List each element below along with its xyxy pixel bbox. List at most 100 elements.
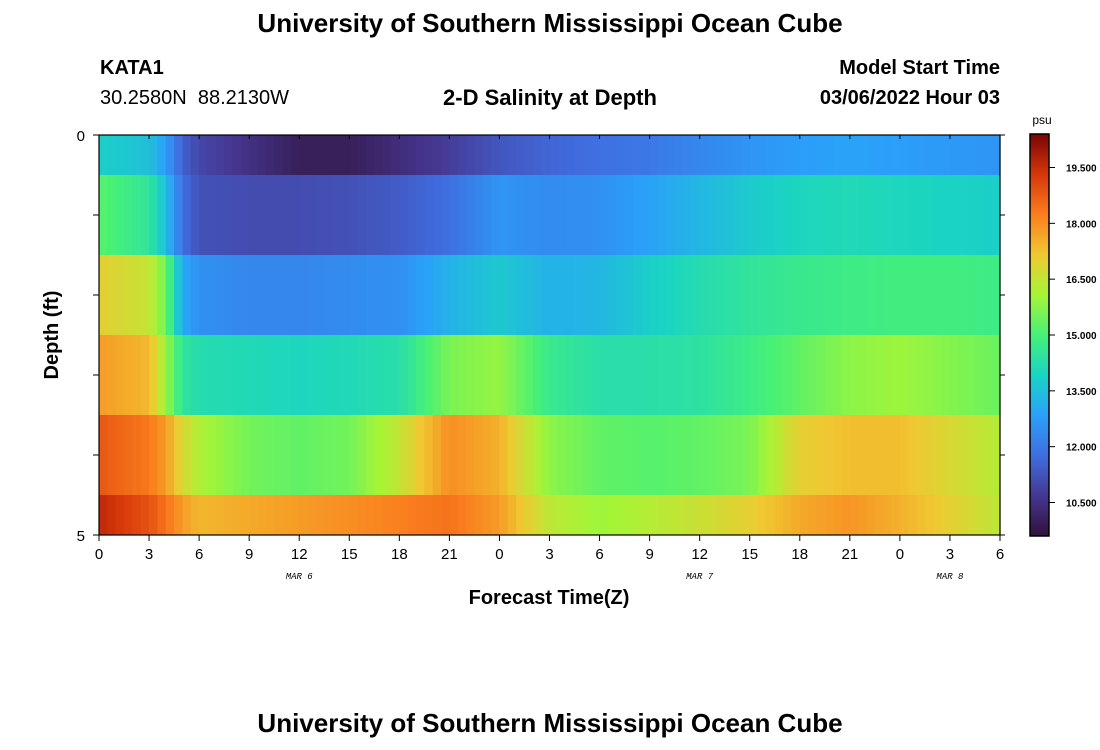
heatmap-cell (616, 175, 626, 256)
heatmap-cell (199, 495, 209, 536)
heatmap-cell (182, 255, 192, 336)
heatmap-cell (966, 135, 976, 176)
heatmap-cell (449, 335, 459, 416)
heatmap-cell (641, 175, 651, 256)
heatmap-cell (474, 495, 484, 536)
heatmap-cell (616, 255, 626, 336)
heatmap-cell (949, 335, 959, 416)
heatmap-cell (824, 135, 834, 176)
heatmap-cell (240, 255, 250, 336)
heatmap-cell (349, 175, 359, 256)
heatmap-cell (315, 135, 325, 176)
heatmap-cell (132, 255, 142, 336)
heatmap-cell (991, 415, 1001, 496)
heatmap-cell (474, 255, 484, 336)
heatmap-cell (741, 255, 751, 336)
heatmap-cell (457, 415, 467, 496)
heatmap-cell (182, 335, 192, 416)
heatmap-cell (274, 495, 284, 536)
heatmap-cell (140, 335, 150, 416)
heatmap-cell (566, 255, 576, 336)
x-tick-label: 9 (645, 546, 653, 563)
heatmap-cell (808, 135, 818, 176)
heatmap-cell (632, 255, 642, 336)
heatmap-cell (382, 175, 392, 256)
heatmap-cell (382, 135, 392, 176)
heatmap-cell (816, 255, 826, 336)
heatmap-cell (983, 415, 993, 496)
heatmap-cell (891, 135, 901, 176)
heatmap-cell (290, 175, 300, 256)
heatmap-cell (949, 135, 959, 176)
heatmap-cell (157, 415, 167, 496)
heatmap-cell (274, 135, 284, 176)
heatmap-cell (257, 415, 267, 496)
heatmap-cell (499, 255, 509, 336)
y-tick-label: 0 (77, 128, 85, 145)
heatmap-cell (224, 135, 234, 176)
heatmap-cell (991, 175, 1001, 256)
heatmap-cell (282, 335, 292, 416)
heatmap-cell (424, 175, 434, 256)
heatmap-cell (866, 255, 876, 336)
heatmap-cell (365, 135, 375, 176)
heatmap-cell (808, 415, 818, 496)
heatmap-cell (257, 175, 267, 256)
heatmap-cell (390, 135, 400, 176)
heatmap-cell (199, 135, 209, 176)
page-title: University of Southern Mississippi Ocean… (257, 8, 843, 38)
heatmap-cell (215, 495, 225, 536)
heatmap-cell (374, 415, 384, 496)
heatmap-cell (307, 495, 317, 536)
heatmap-cell (507, 175, 517, 256)
heatmap-cell (691, 335, 701, 416)
heatmap-cell (107, 255, 117, 336)
heatmap-cell (724, 415, 734, 496)
heatmap-cell (299, 135, 309, 176)
heatmap-cell (849, 135, 859, 176)
heatmap-cell (274, 415, 284, 496)
heatmap-cell (883, 495, 893, 536)
heatmap-cell (507, 255, 517, 336)
heatmap-cell (115, 135, 125, 176)
heatmap-cell (549, 495, 559, 536)
heatmap-cell (466, 495, 476, 536)
heatmap-cell (916, 175, 926, 256)
heatmap-cell (674, 415, 684, 496)
heatmap-cell (507, 495, 517, 536)
heatmap-cell (824, 255, 834, 336)
heatmap-cell (774, 135, 784, 176)
heatmap-cell (390, 175, 400, 256)
heatmap-cell (599, 255, 609, 336)
heatmap-cell (282, 175, 292, 256)
x-tick-label: 18 (391, 546, 408, 563)
heatmap-cell (716, 255, 726, 336)
colorbar-tick-label: 19.500 (1066, 164, 1097, 175)
heatmap-cell (115, 175, 125, 256)
heatmap-cell (407, 135, 417, 176)
heatmap-cell (724, 495, 734, 536)
heatmap-cell (449, 415, 459, 496)
heatmap-cell (457, 335, 467, 416)
heatmap-cell (340, 495, 350, 536)
station-name: KATA1 (100, 57, 164, 79)
heatmap-cell (215, 335, 225, 416)
heatmap-cell (891, 415, 901, 496)
heatmap-cell (758, 495, 767, 536)
heatmap-cell (549, 135, 559, 176)
heatmap-cell (115, 495, 125, 536)
heatmap-cell (274, 175, 284, 256)
heatmap-cell (149, 495, 158, 536)
heatmap-cell (541, 415, 551, 496)
heatmap-cell (682, 415, 692, 496)
heatmap-cell (966, 335, 976, 416)
heatmap-cell (624, 255, 634, 336)
heatmap-cell (549, 415, 559, 496)
heatmap-cell (574, 335, 584, 416)
heatmap-cell (315, 415, 325, 496)
heatmap-cell (758, 335, 767, 416)
heatmap-cell (974, 335, 984, 416)
heatmap-cell (324, 135, 334, 176)
heatmap-cell (374, 175, 384, 256)
heatmap-cell (340, 255, 350, 336)
